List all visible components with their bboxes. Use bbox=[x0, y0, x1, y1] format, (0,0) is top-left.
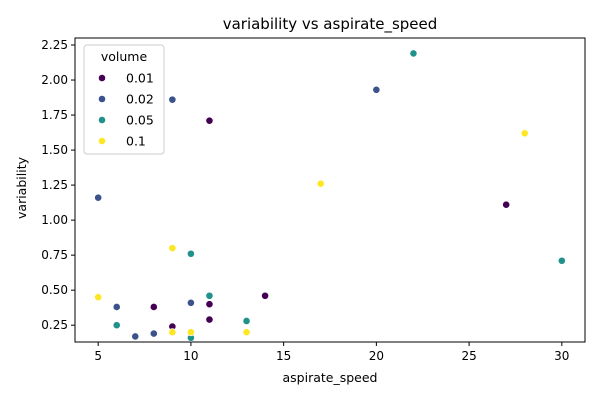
data-point bbox=[187, 249, 195, 258]
data-point bbox=[112, 303, 121, 311]
y-tick-label: 1.50 bbox=[41, 143, 68, 157]
legend-entry-label: 0.02 bbox=[126, 92, 154, 107]
plot-frame bbox=[74, 37, 586, 343]
data-point bbox=[372, 85, 381, 94]
legend-entry-label: 0.05 bbox=[126, 113, 154, 128]
legend-marker bbox=[98, 95, 106, 103]
x-tick-label: 25 bbox=[461, 349, 476, 363]
chart-title: variability vs aspirate_speed bbox=[223, 15, 438, 34]
data-point bbox=[205, 116, 214, 125]
data-point bbox=[168, 328, 177, 337]
legend-entry-label: 0.01 bbox=[126, 71, 154, 86]
x-tick-label: 5 bbox=[94, 349, 102, 363]
data-point bbox=[242, 317, 251, 325]
data-point bbox=[242, 328, 251, 337]
data-point bbox=[112, 321, 121, 330]
data-point bbox=[187, 298, 195, 307]
x-axis-label: aspirate_speed bbox=[283, 370, 378, 385]
x-tick-label: 30 bbox=[554, 349, 569, 363]
data-point bbox=[316, 179, 325, 188]
data-point bbox=[149, 329, 158, 338]
y-tick-label: 1.25 bbox=[41, 178, 68, 192]
y-axis-label: variability bbox=[14, 156, 29, 219]
data-point bbox=[520, 129, 529, 138]
y-tick-label: 2.00 bbox=[41, 73, 68, 87]
x-tick-label: 15 bbox=[276, 349, 291, 363]
data-point bbox=[205, 291, 214, 300]
y-tick-label: 1.75 bbox=[41, 108, 68, 122]
data-point bbox=[205, 315, 214, 324]
y-tick-label: 0.75 bbox=[41, 248, 68, 262]
x-tick-label: 20 bbox=[369, 349, 384, 363]
legend-marker bbox=[98, 137, 106, 145]
plot-area: 5 10 15 20 25 30 0.25 0.50 0.75 1.00 1.25 1.50 1.75 2… bbox=[41, 37, 586, 363]
y-tick-label: 0.25 bbox=[41, 318, 68, 332]
y-tick-label: 0.50 bbox=[41, 283, 68, 297]
legend-marker bbox=[98, 116, 106, 124]
data-point bbox=[261, 291, 269, 300]
data-point bbox=[557, 256, 566, 265]
data-point bbox=[94, 293, 103, 302]
data-point bbox=[409, 49, 418, 58]
data-point bbox=[149, 303, 158, 311]
data-point bbox=[94, 193, 103, 202]
data-point bbox=[502, 200, 511, 209]
data-point bbox=[168, 244, 177, 253]
data-point bbox=[131, 332, 140, 341]
data-point bbox=[187, 328, 195, 337]
legend-box bbox=[83, 44, 165, 155]
data-point bbox=[205, 300, 214, 309]
legend-title: volume bbox=[101, 49, 148, 64]
legend-entry-label: 0.1 bbox=[126, 134, 146, 149]
legend-marker bbox=[98, 74, 106, 82]
y-tick-label: 2.25 bbox=[41, 38, 68, 52]
y-tick-label: 1.00 bbox=[41, 213, 68, 227]
data-point bbox=[168, 95, 177, 104]
x-tick-label: 10 bbox=[183, 349, 198, 363]
